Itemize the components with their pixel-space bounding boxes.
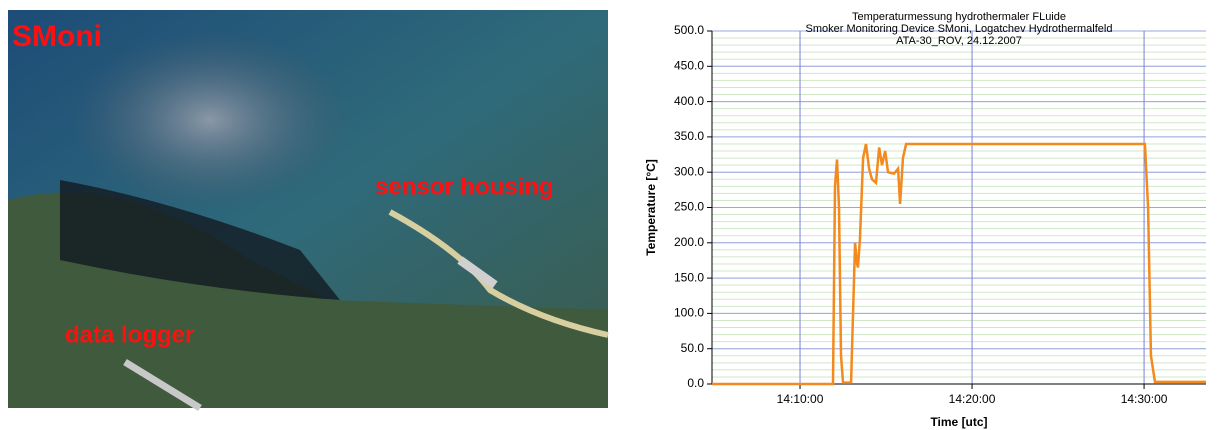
chart: 0.0 50.0 100.0 150.0 200.0 250.0 300.0 350.0 400… (644, 11, 1206, 429)
x-axis-label: Time [utc] (930, 415, 987, 429)
y-tick-label: 150.0 (674, 270, 704, 284)
sensor-tube (457, 256, 498, 289)
shadow (60, 180, 340, 300)
y-tick-label: 400.0 (674, 94, 704, 108)
photo-label: SMoni (12, 20, 102, 53)
cable (388, 209, 609, 338)
x-tick-label: 14:30:00 (1121, 392, 1168, 406)
chart-title: Smoker Monitoring Device SMoni, Logatche… (806, 23, 1113, 35)
y-tick-label: 350.0 (674, 129, 704, 143)
line-series (712, 142, 1206, 386)
photo-label: data logger (65, 321, 194, 348)
y-tick-label: 200.0 (674, 235, 704, 249)
x-tick-label: 14:20:00 (949, 392, 996, 406)
photo: SMoni sensor housing data logger (8, 10, 609, 411)
smoke (70, 30, 350, 210)
x-tick-label: 14:10:00 (777, 392, 824, 406)
y-tick-label: 500.0 (674, 23, 704, 37)
y-tick-label: 450.0 (674, 58, 704, 72)
photo-label: sensor housing (375, 173, 554, 200)
chart-title: ATA-30_ROV, 24.12.2007 (896, 35, 1022, 47)
logger-tube (123, 359, 202, 411)
chart-title: Temperaturmessung hydrothermaler FLuide (852, 11, 1066, 23)
y-tick-label: 300.0 (674, 164, 704, 178)
y-tick-label: 0.0 (687, 376, 704, 390)
y-axis-label: Temperature [°C] (644, 159, 658, 256)
y-tick-label: 100.0 (674, 306, 704, 320)
y-tick-label: 250.0 (674, 200, 704, 214)
y-tick-label: 50.0 (681, 341, 705, 355)
